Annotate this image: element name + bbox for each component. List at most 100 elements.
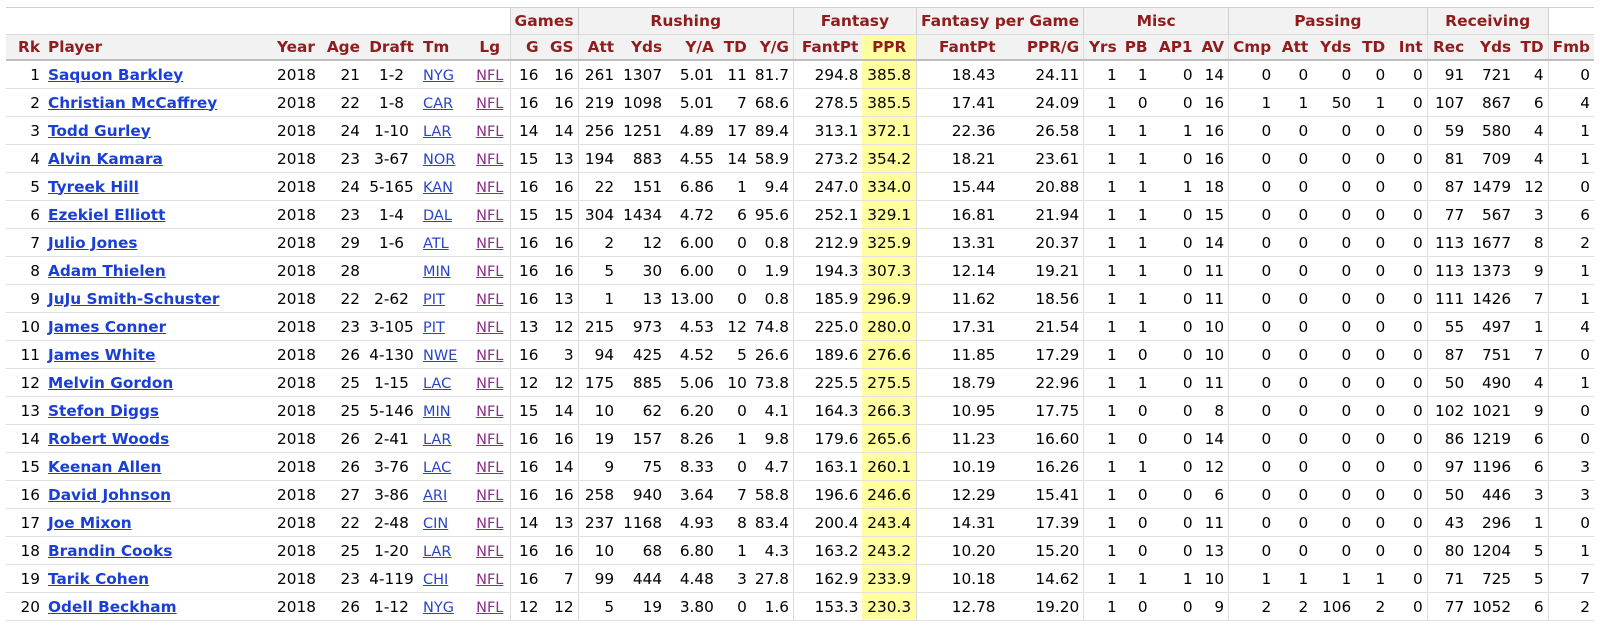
player-link[interactable]: Keenan Allen — [48, 457, 162, 476]
league-link[interactable]: NFL — [476, 403, 504, 420]
league-link[interactable]: NFL — [476, 515, 504, 532]
col-header-ap1-20[interactable]: AP1 — [1151, 34, 1197, 61]
team-link[interactable]: NOR — [423, 151, 456, 168]
col-header-td-12[interactable]: TD — [717, 34, 751, 61]
league-cell: NFL — [470, 340, 510, 369]
col-header-yds-24[interactable]: Yds — [1312, 34, 1356, 61]
player-link[interactable]: Alvin Kamara — [48, 149, 163, 168]
col-header-av-21[interactable]: AV — [1196, 34, 1229, 61]
col-header-y-g-13[interactable]: Y/G — [750, 34, 794, 61]
league-link[interactable]: NFL — [476, 67, 504, 84]
col-header-ppr-15[interactable]: PPR — [862, 34, 917, 61]
player-link[interactable]: JuJu Smith-Schuster — [48, 289, 220, 308]
league-link[interactable]: NFL — [476, 123, 504, 140]
cell-cmp: 0 — [1228, 172, 1276, 201]
team-link[interactable]: LAC — [423, 375, 452, 392]
col-header-gs-8[interactable]: GS — [542, 34, 579, 61]
team-link[interactable]: KAN — [423, 179, 454, 196]
team-link[interactable]: LAC — [423, 459, 452, 476]
team-link[interactable]: DAL — [423, 207, 452, 224]
player-link[interactable]: Adam Thielen — [48, 261, 166, 280]
col-header-g-7[interactable]: G — [509, 34, 543, 61]
cell-fantpt: 225.5 — [792, 368, 863, 397]
col-header-year-2[interactable]: Year — [273, 34, 321, 61]
team-link[interactable]: ARI — [423, 487, 448, 504]
player-cell: David Johnson — [44, 480, 273, 509]
league-link[interactable]: NFL — [476, 459, 504, 476]
league-link[interactable]: NFL — [476, 347, 504, 364]
col-header-fantpt-16[interactable]: FantPt — [915, 34, 1000, 61]
team-link[interactable]: CAR — [423, 95, 454, 112]
league-link[interactable]: NFL — [476, 571, 504, 588]
league-link[interactable]: NFL — [476, 179, 504, 196]
team-link[interactable]: NYG — [423, 599, 454, 616]
league-link[interactable]: NFL — [476, 319, 504, 336]
team-link[interactable]: MIN — [423, 403, 451, 420]
col-header-age-3[interactable]: Age — [321, 34, 364, 61]
player-link[interactable]: James White — [48, 345, 156, 364]
player-link[interactable]: Tarik Cohen — [48, 569, 149, 588]
player-link[interactable]: Tyreek Hill — [48, 177, 139, 196]
col-header-yrs-18[interactable]: Yrs — [1083, 34, 1121, 61]
team-link[interactable]: NYG — [423, 67, 454, 84]
league-link[interactable]: NFL — [476, 235, 504, 252]
team-link[interactable]: PIT — [423, 291, 445, 308]
league-link[interactable]: NFL — [476, 291, 504, 308]
team-link[interactable]: PIT — [423, 319, 445, 336]
league-link[interactable]: NFL — [476, 599, 504, 616]
col-header-fantpt-14[interactable]: FantPt — [792, 34, 863, 61]
team-link[interactable]: LAR — [423, 543, 452, 560]
player-link[interactable]: Joe Mixon — [48, 513, 132, 532]
team-link[interactable]: CHI — [423, 571, 449, 588]
league-link[interactable]: NFL — [476, 151, 504, 168]
player-link[interactable]: Melvin Gordon — [48, 373, 174, 392]
cell-fantpt: 162.9 — [792, 564, 863, 593]
league-link[interactable]: NFL — [476, 487, 504, 504]
team-link[interactable]: MIN — [423, 263, 451, 280]
cell-y-a: 6.86 — [666, 172, 718, 201]
col-header-player-1[interactable]: Player — [44, 34, 273, 61]
col-header-cmp-22[interactable]: Cmp — [1228, 34, 1276, 61]
col-header-pb-19[interactable]: PB — [1120, 34, 1152, 61]
col-header-td-29[interactable]: TD — [1515, 34, 1549, 61]
col-header-fmb-30[interactable]: Fmb — [1547, 34, 1594, 61]
league-link[interactable]: NFL — [476, 207, 504, 224]
col-header-rec-27[interactable]: Rec — [1426, 34, 1469, 61]
col-header-yds-28[interactable]: Yds — [1468, 34, 1516, 61]
team-link[interactable]: ATL — [423, 235, 449, 252]
col-header-int-26[interactable]: Int — [1389, 34, 1428, 61]
league-link[interactable]: NFL — [476, 263, 504, 280]
team-link[interactable]: NWE — [423, 347, 458, 364]
player-link[interactable]: David Johnson — [48, 485, 171, 504]
col-header-td-25[interactable]: TD — [1355, 34, 1390, 61]
player-link[interactable]: Robert Woods — [48, 429, 170, 448]
league-link[interactable]: NFL — [476, 431, 504, 448]
player-link[interactable]: Christian McCaffrey — [48, 93, 218, 112]
col-header-att-23[interactable]: Att — [1275, 34, 1313, 61]
cell-pb: 1 — [1120, 228, 1152, 257]
league-link[interactable]: NFL — [476, 95, 504, 112]
player-link[interactable]: Brandin Cooks — [48, 541, 173, 560]
player-link[interactable]: Saquon Barkley — [48, 65, 184, 84]
col-header-att-9[interactable]: Att — [577, 34, 619, 61]
col-header-ppr-g-17[interactable]: PPR/G — [999, 34, 1084, 61]
team-link[interactable]: CIN — [423, 515, 449, 532]
team-link[interactable]: LAR — [423, 431, 452, 448]
player-link[interactable]: Odell Beckham — [48, 597, 177, 616]
col-header-y-a-11[interactable]: Y/A — [666, 34, 718, 61]
player-link[interactable]: Todd Gurley — [48, 121, 151, 140]
cell-year: 2018 — [273, 312, 321, 341]
player-link[interactable]: Ezekiel Elliott — [48, 205, 166, 224]
team-link[interactable]: LAR — [423, 123, 452, 140]
col-header-lg-6[interactable]: Lg — [470, 34, 510, 61]
col-header-draft-4[interactable]: Draft — [364, 34, 419, 61]
cell-att: 0 — [1275, 424, 1313, 453]
player-link[interactable]: James Conner — [48, 317, 167, 336]
col-header-yds-10[interactable]: Yds — [618, 34, 667, 61]
col-header-rk-0[interactable]: Rk — [6, 34, 44, 61]
league-link[interactable]: NFL — [476, 375, 504, 392]
player-link[interactable]: Stefon Diggs — [48, 401, 160, 420]
col-header-tm-5[interactable]: Tm — [419, 34, 470, 61]
league-link[interactable]: NFL — [476, 543, 504, 560]
player-link[interactable]: Julio Jones — [48, 233, 138, 252]
